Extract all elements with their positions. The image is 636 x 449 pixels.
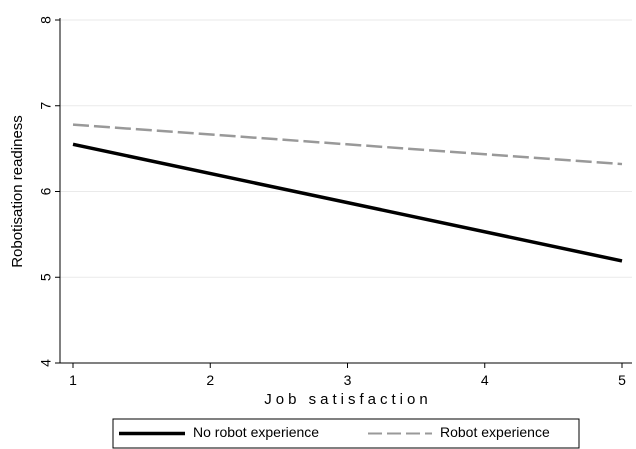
axes xyxy=(59,18,632,364)
y-axis-title: Robotisation readiness xyxy=(9,115,26,268)
legend-label: Robot experience xyxy=(440,424,550,440)
legend-box xyxy=(112,418,580,449)
x-axis-title: Job satisfaction xyxy=(264,391,431,408)
x-tick-label: 4 xyxy=(481,372,489,388)
legend: No robot experience Robot experience xyxy=(112,418,580,449)
gridlines xyxy=(60,19,632,278)
y-tick-label: 8 xyxy=(38,16,54,24)
x-tick-label: 3 xyxy=(344,372,352,388)
series-line-robot-experience xyxy=(72,123,623,166)
x-tick-label: 5 xyxy=(618,372,626,388)
x-tick-label: 2 xyxy=(206,372,214,388)
legend-label: No robot experience xyxy=(193,424,319,440)
series-lines xyxy=(72,123,623,263)
y-tick-label: 6 xyxy=(38,187,54,195)
y-tick-label: 7 xyxy=(38,102,54,110)
y-tick-label: 4 xyxy=(38,359,54,367)
series-line-no-robot-experience xyxy=(72,142,623,263)
x-tick-label: 1 xyxy=(69,372,77,388)
y-tick-label: 5 xyxy=(38,273,54,281)
ticks: 4 5 6 7 8 1 2 3 4 5 xyxy=(38,16,626,388)
